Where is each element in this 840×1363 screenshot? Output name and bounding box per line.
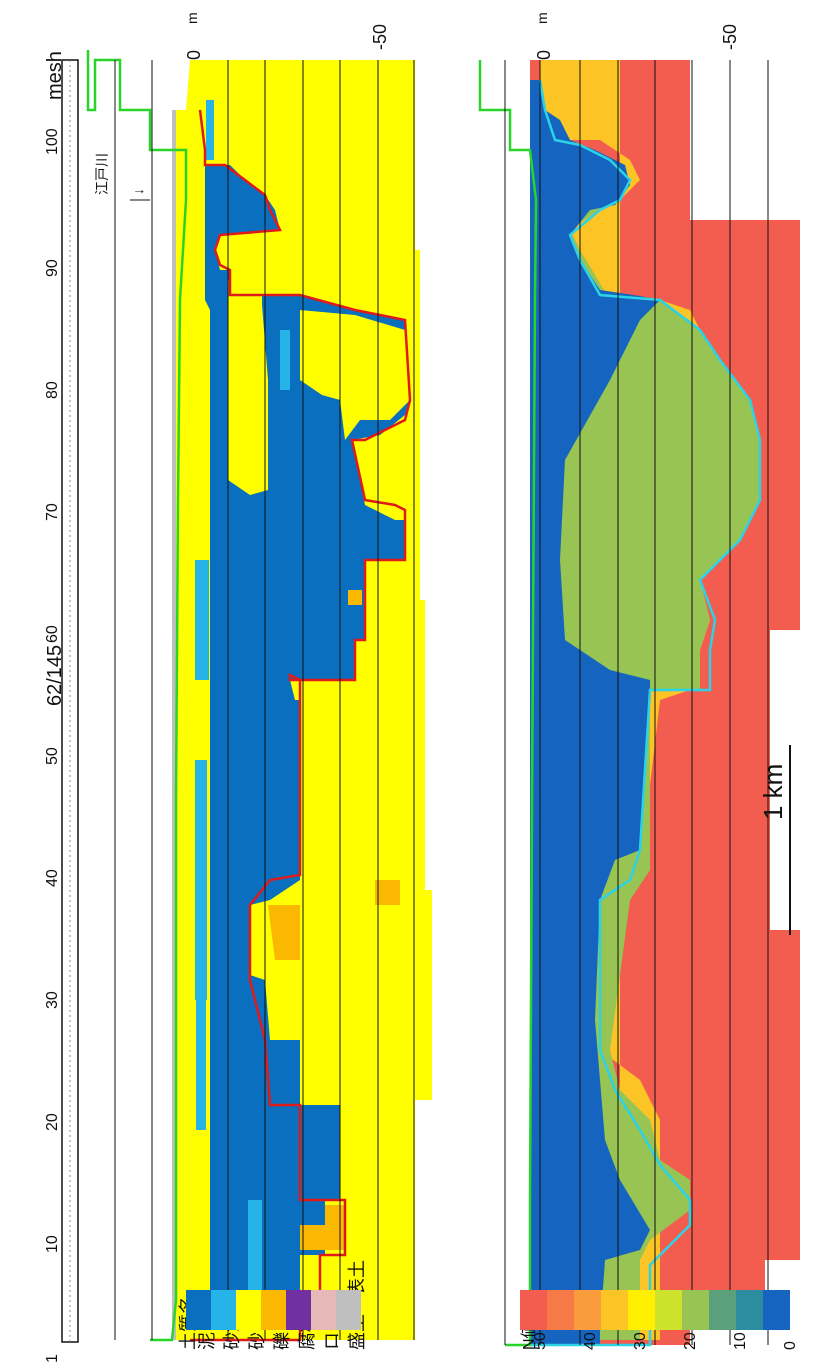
bottom-depth-unit: m [534,12,550,24]
river-arrow: ↓ [130,188,146,195]
n-legend-swatch [655,1290,682,1330]
mesh-label: mesh [44,51,66,100]
page-label: 62/145 [44,644,66,706]
sand-pocket [300,310,410,440]
mesh-tick-label: 70 [44,503,61,522]
sandy-mud-streak [280,330,290,390]
mesh-tick-label: 100 [44,128,61,156]
soil-section-panel [86,50,432,1342]
n-boundary-line [530,79,762,1347]
n-legend-swatch [709,1290,736,1330]
bottom-depth-minus50: -50 [720,23,740,50]
n-legend-swatch [547,1290,574,1330]
mesh-tick-label: 60 [44,625,61,644]
gravel-pocket [375,880,400,905]
mesh-tick-label: 20 [44,1113,61,1132]
mud-boundary-line [190,109,412,1342]
sandy-mud-streak [248,1200,262,1290]
sand-pocket [228,280,268,495]
sandy-mud-streak [196,1000,206,1130]
n-legend-tick: 50 [532,1332,549,1350]
top-depth-zero: 0 [184,49,204,60]
soil-legend-swatch [236,1290,261,1330]
ground-surface-line [86,50,188,1342]
n-legend-tick: 40 [582,1332,599,1350]
soil-legend-swatch [286,1290,311,1330]
n-legend-swatch [574,1290,601,1330]
n-legend-swatch [736,1290,763,1330]
mesh-tick-label: 30 [44,991,61,1010]
mesh-tick-label: 1 [44,1354,61,1363]
mesh-tick-label: 40 [44,869,61,888]
mesh-strip [61,59,79,1343]
top-depth-unit: m [184,12,200,24]
depth-gridlines-bottom [504,60,769,1345]
sandy-mud-streak [206,100,214,160]
n-low-zone [530,80,660,1345]
n-legend-swatch [520,1290,547,1330]
soil-legend-swatch [211,1290,236,1330]
sandy-mud-streak [195,760,207,1000]
n-legend-swatch [628,1290,655,1330]
sandy-mud-streak [195,560,209,680]
soil-legend-label: 泥 [197,1332,217,1350]
gravel-pocket [348,590,362,605]
n-legend-tick: 10 [732,1332,749,1350]
soil-legend-swatch [311,1290,336,1330]
n-legend-swatch [601,1290,628,1330]
n-legend-tick: 20 [682,1332,699,1350]
soil-legend-swatch [261,1290,286,1330]
soil-legend-label: 礫 [272,1332,292,1350]
mesh-tick-label: 50 [44,747,61,766]
gravel-pocket [300,1205,345,1250]
scale-bar-label: 1 km [758,763,788,820]
n-legend-swatch [682,1290,709,1330]
n-legend-swatch [763,1290,790,1330]
soil-legend-swatch [186,1290,211,1330]
mesh-tick-label: 10 [44,1235,61,1254]
mesh-tick-label: 80 [44,381,61,400]
river-label: 江戸川 [94,153,110,195]
depth-gridlines [114,60,415,1340]
ground-surface-line-bottom [478,60,538,1347]
gravel-pocket [268,905,300,960]
soil-legend-label: 砂 [247,1332,267,1350]
soil-legend-swatch [336,1290,361,1330]
n-legend-tick: 30 [632,1332,649,1350]
top-depth-minus50: -50 [370,23,390,50]
n-legend-tick: 0 [782,1341,799,1350]
n-value-panel [478,60,800,1347]
bottom-depth-zero: 0 [534,49,554,60]
mesh-tick-label: 90 [44,259,61,278]
